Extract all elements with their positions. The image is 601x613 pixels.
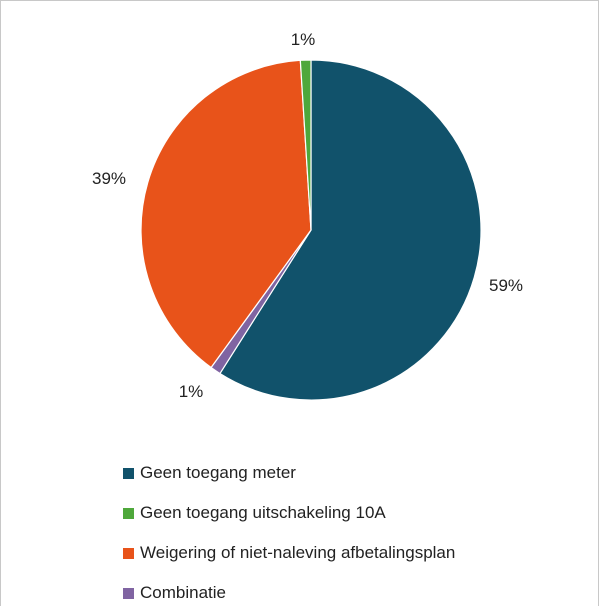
legend-label: Combinatie: [140, 583, 226, 602]
data-label: 59%: [489, 276, 523, 295]
legend-item: Geen toegang meter: [123, 453, 455, 493]
data-label: 1%: [179, 382, 204, 401]
legend-swatch-icon: [123, 547, 134, 559]
legend-item: Weigering of niet-naleving afbetalingspl…: [123, 533, 455, 573]
legend-swatch-icon: [123, 587, 134, 599]
legend: Geen toegang meter Geen toegang uitschak…: [123, 453, 455, 613]
legend-label: Geen toegang uitschakeling 10A: [140, 503, 386, 522]
legend-label: Weigering of niet-naleving afbetalingspl…: [140, 543, 456, 562]
data-label: 39%: [92, 169, 126, 188]
pie-slice: [140, 59, 312, 369]
pie-slice: [219, 59, 482, 401]
legend-item: Geen toegang uitschakeling 10A: [123, 493, 455, 533]
pie-slice: [299, 59, 312, 231]
legend-swatch-icon: [123, 507, 134, 519]
legend-label: Geen toegang meter: [140, 463, 296, 482]
legend-swatch-icon: [123, 467, 134, 479]
data-label: 1%: [291, 30, 316, 49]
legend-item: Combinatie: [123, 573, 455, 613]
